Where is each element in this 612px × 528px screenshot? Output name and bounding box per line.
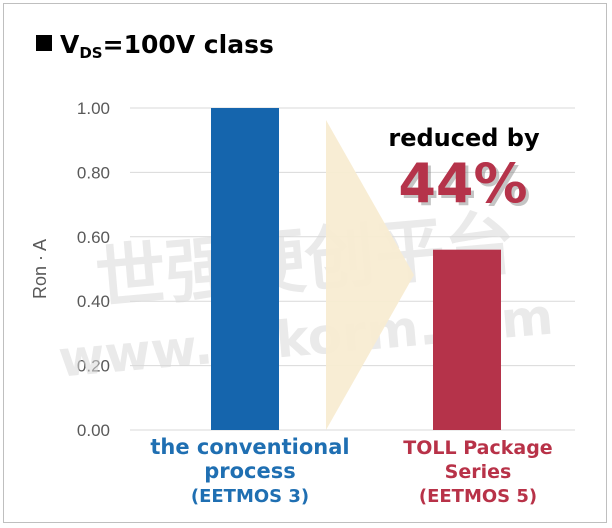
title-prefix: V [60,30,80,59]
annotation-percent: 44% [398,152,527,215]
title-suffix: =100V class [102,30,274,59]
category-label-line: TOLL Package [403,437,552,459]
category-label-line: Series [445,461,512,483]
category-label-line: process [204,459,296,483]
bullet-square-icon [36,35,52,51]
y-axis-label: Ron · A [30,239,50,299]
reduction-arrow [326,120,414,430]
category-label-line: (EETMOS 5) [419,486,537,507]
y-tick-label: 0.60 [77,228,110,247]
bar-1 [211,108,279,430]
category-label-line: (EETMOS 3) [191,486,309,507]
title-subscript: DS [79,44,103,62]
y-tick-label: 1.00 [77,99,110,118]
chart-frame [3,3,607,523]
bar-2 [433,249,501,430]
y-tick-label: 0.40 [77,292,110,311]
category-label-line: the conventional [150,435,349,459]
annotation-reduced-by: reduced by [388,124,540,152]
y-tick-label: 0.20 [77,357,110,376]
y-tick-label: 0.80 [77,163,110,182]
annotation-percent-shadow: 44% [401,155,530,218]
chart-title: VDS=100V class [36,30,274,62]
y-tick-label: 0.00 [77,421,110,440]
